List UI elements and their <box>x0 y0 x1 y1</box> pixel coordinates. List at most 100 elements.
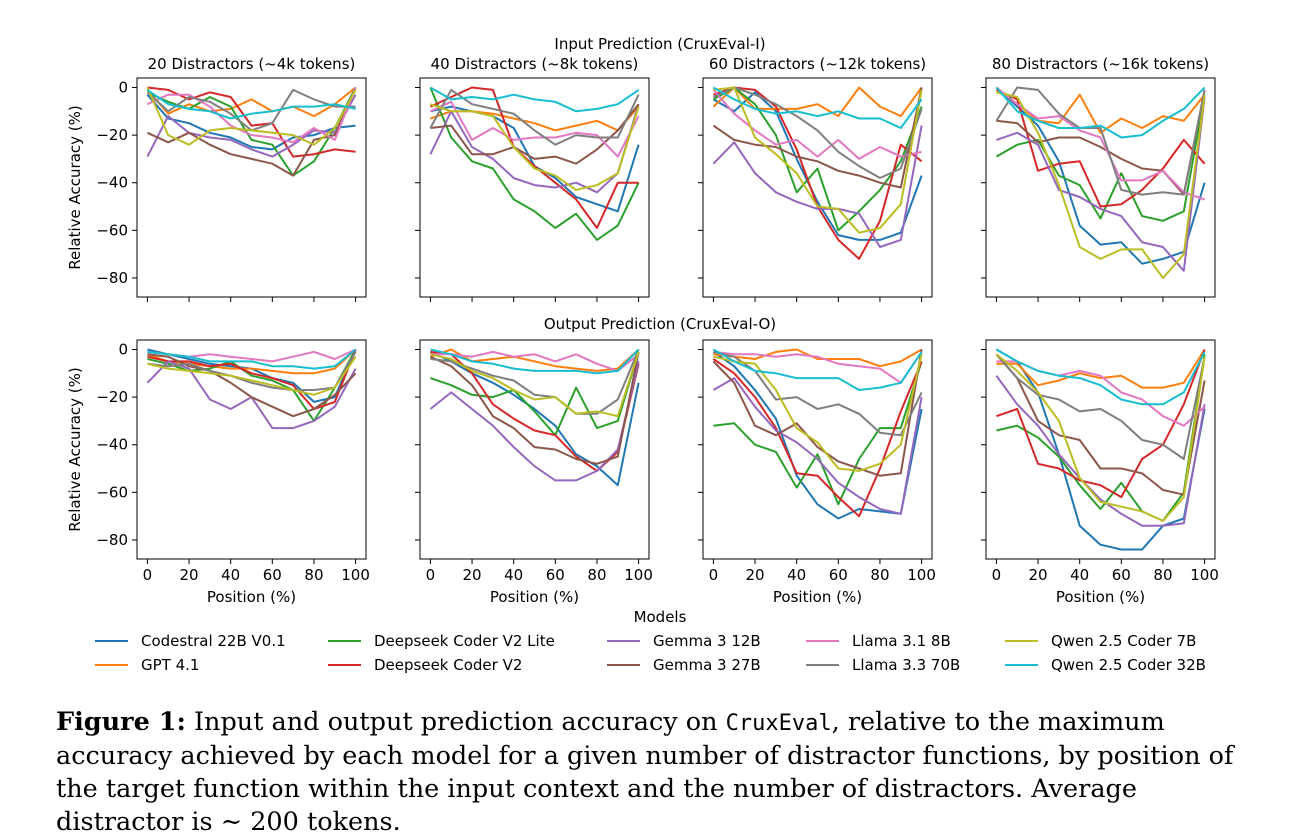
legend-item: Deepseek Coder V2 <box>328 656 522 674</box>
legend-title: Models <box>634 608 687 626</box>
series-line-8 <box>146 87 357 146</box>
figure-caption: Figure 1: Input and output prediction ac… <box>56 706 1256 839</box>
axes-frame <box>136 77 367 298</box>
x-tick-label: 0 <box>426 566 436 584</box>
caption-code: CruxEval <box>725 711 832 736</box>
series-line-1 <box>430 105 640 132</box>
series-line-3 <box>147 86 356 158</box>
series-line-0 <box>712 351 923 520</box>
panel-output-2: 0 20 40 60 80 100 <box>698 339 936 584</box>
legend-label: Deepseek Coder V2 <box>374 656 522 674</box>
x-tick-label: 100 <box>1190 566 1219 584</box>
series-line-7 <box>995 353 1206 460</box>
series-line-1 <box>712 86 923 118</box>
series-line-0 <box>995 348 1206 551</box>
panels-layer: 0 −20 −40 −60 −80 0 −20 −40 −60 −80 0 20 40 60 80 100 0 2… <box>96 77 1219 584</box>
x-tick-label: 0 <box>143 566 153 584</box>
series-line-7 <box>430 349 640 415</box>
x-tick-label: 0 <box>992 566 1002 584</box>
series-line-8 <box>995 353 1206 522</box>
x-tick-label: 40 <box>504 566 523 584</box>
y-tick-label: −40 <box>96 174 128 192</box>
row-title-output: Output Prediction (CruxEval-O) <box>544 315 776 333</box>
panel-output-0: 0 −20 −40 −60 −80 0 20 40 60 80 100 <box>96 339 370 584</box>
series-line-2 <box>712 86 923 232</box>
axes-frame <box>136 339 367 560</box>
legend-label: Qwen 2.5 Coder 32B <box>1051 656 1206 674</box>
y-tick-label: −60 <box>96 483 128 501</box>
legend-item: Gemma 3 12B <box>607 632 761 650</box>
series-line-9 <box>146 89 356 120</box>
legend-label: Gemma 3 27B <box>653 656 761 674</box>
legend-label: GPT 4.1 <box>141 656 199 674</box>
series-line-4 <box>996 96 1206 272</box>
y-axis-label: Relative Accuracy (%) <box>66 105 84 269</box>
legend-item: Llama 3.3 70B <box>806 656 960 674</box>
series-line-3 <box>712 358 923 518</box>
x-tick-label: 40 <box>1070 566 1089 584</box>
series-line-9 <box>995 348 1206 406</box>
x-tick-label: 20 <box>745 566 764 584</box>
series-line-3 <box>147 349 357 410</box>
y-tick-label: −20 <box>96 388 128 406</box>
y-tick-label: 0 <box>118 341 128 359</box>
series-line-9 <box>995 86 1206 139</box>
x-tick-label: 20 <box>1028 566 1047 584</box>
axes-frame <box>985 339 1216 560</box>
x-tick-label: 60 <box>263 566 282 584</box>
legend-item: GPT 4.1 <box>95 656 199 674</box>
legend-item: Qwen 2.5 Coder 7B <box>1005 632 1196 650</box>
legend-label: Deepseek Coder V2 Lite <box>374 632 555 650</box>
x-tick-label: 80 <box>870 566 889 584</box>
series-line-8 <box>713 86 923 234</box>
legend-item: Deepseek Coder V2 Lite <box>328 632 555 650</box>
figure: 0−20−40−60−800−20−40−60−800 20 40 60 80 100 0 2… <box>66 35 1219 674</box>
series-line-6 <box>995 86 1205 201</box>
x-tick-label: 0 <box>709 566 719 584</box>
x-axis-label: Position (%) <box>207 588 296 606</box>
legend-item: Codestral 22B V0.1 <box>95 632 286 650</box>
series-line-6 <box>146 87 357 144</box>
y-tick-label: −80 <box>96 269 128 287</box>
series-line-6 <box>712 89 922 160</box>
caption-label: Figure 1: <box>56 707 186 737</box>
series-line-8 <box>996 91 1206 279</box>
panel-title: 20 Distractors (~4k tokens) <box>148 55 356 73</box>
series-line-2 <box>147 349 357 422</box>
x-tick-label: 60 <box>546 566 565 584</box>
series-line-2 <box>429 87 640 241</box>
y-tick-label: 0 <box>118 79 128 97</box>
row-title-input: Input Prediction (CruxEval-I) <box>554 35 765 53</box>
series-line-4 <box>712 125 923 248</box>
panel-input-1 <box>415 77 650 302</box>
series-line-8 <box>147 356 357 396</box>
x-tick-label: 20 <box>462 566 481 584</box>
panel-input-3 <box>981 77 1216 302</box>
series-line-2 <box>996 354 1206 522</box>
legend-label: Codestral 22B V0.1 <box>141 632 286 650</box>
x-axis-label: Position (%) <box>1056 588 1145 606</box>
series-line-4 <box>429 103 640 194</box>
panel-input-0: 0 −20 −40 −60 −80 <box>96 77 367 302</box>
labels-layer: 20 Distractors (~4k tokens) 40 Distractor… <box>66 35 1209 606</box>
x-tick-label: 100 <box>341 566 370 584</box>
x-tick-label: 80 <box>304 566 323 584</box>
y-axis-label: Relative Accuracy (%) <box>66 367 84 531</box>
panel-title: 60 Distractors (~12k tokens) <box>709 55 926 73</box>
series-line-1 <box>430 348 640 372</box>
x-tick-label: 80 <box>587 566 606 584</box>
panel-output-1: 0 20 40 60 80 100 <box>415 339 653 584</box>
series-line-8 <box>713 354 923 472</box>
legend-label: Llama 3.3 70B <box>852 656 960 674</box>
series-line-9 <box>147 348 357 370</box>
series-line-7 <box>147 351 357 391</box>
series-line-7 <box>712 86 923 179</box>
series-line-3 <box>995 88 1206 208</box>
series-line-9 <box>430 348 640 375</box>
series-line-3 <box>996 349 1206 499</box>
series-line-9 <box>429 86 640 113</box>
series-line-0 <box>429 350 640 487</box>
series-line-8 <box>430 103 640 191</box>
series-line-6 <box>429 100 640 158</box>
series-line-4 <box>712 377 923 515</box>
